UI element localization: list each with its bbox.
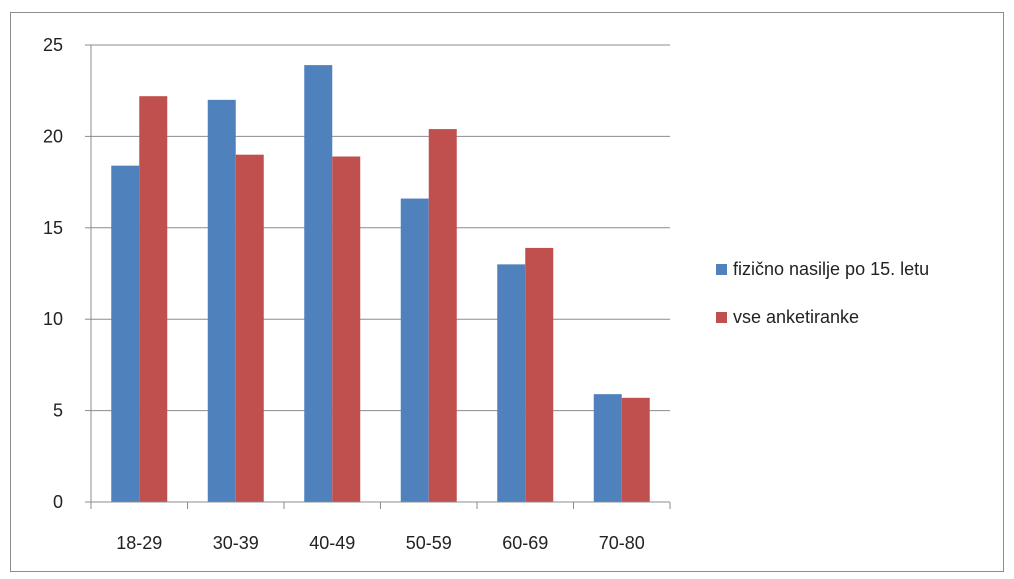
bar-series-2 (332, 156, 361, 502)
x-tick-labels: 18-29 30-39 40-49 50-59 60-69 70-80 (116, 533, 645, 553)
y-tick-label: 10 (43, 309, 63, 329)
bar-series-1 (400, 198, 429, 502)
y-tick-label: 0 (53, 492, 63, 512)
axes (85, 44, 671, 509)
bar-series-1 (304, 65, 333, 502)
legend: fizično nasilje po 15. letu vse anketiran… (716, 259, 929, 327)
y-tick-labels: 0 5 10 15 20 25 (43, 35, 63, 512)
legend-label: vse anketiranke (733, 307, 859, 327)
legend-label: fizično nasilje po 15. letu (733, 259, 929, 279)
bars (111, 65, 650, 503)
x-tick-label: 30-39 (213, 533, 259, 553)
x-tick-label: 70-80 (599, 533, 645, 553)
y-tick-label: 20 (43, 126, 63, 146)
bar-series-1 (593, 394, 622, 502)
bar-series-2 (621, 397, 650, 502)
gridlines (91, 44, 670, 412)
bar-series-2 (428, 129, 457, 502)
bar-series-1 (111, 165, 140, 502)
bar-series-2 (235, 154, 264, 502)
x-tick-label: 60-69 (502, 533, 548, 553)
x-tick-label: 50-59 (406, 533, 452, 553)
bar-series-2 (525, 247, 554, 502)
legend-swatch (716, 312, 727, 323)
y-tick-label: 15 (43, 218, 63, 238)
y-tick-label: 5 (53, 401, 63, 421)
legend-swatch (716, 264, 727, 275)
y-tick-label: 25 (43, 35, 63, 55)
bar-series-1 (497, 264, 526, 502)
bar-series-2 (139, 96, 168, 503)
bar-series-1 (207, 99, 236, 502)
x-tick-label: 40-49 (309, 533, 355, 553)
x-tick-label: 18-29 (116, 533, 162, 553)
